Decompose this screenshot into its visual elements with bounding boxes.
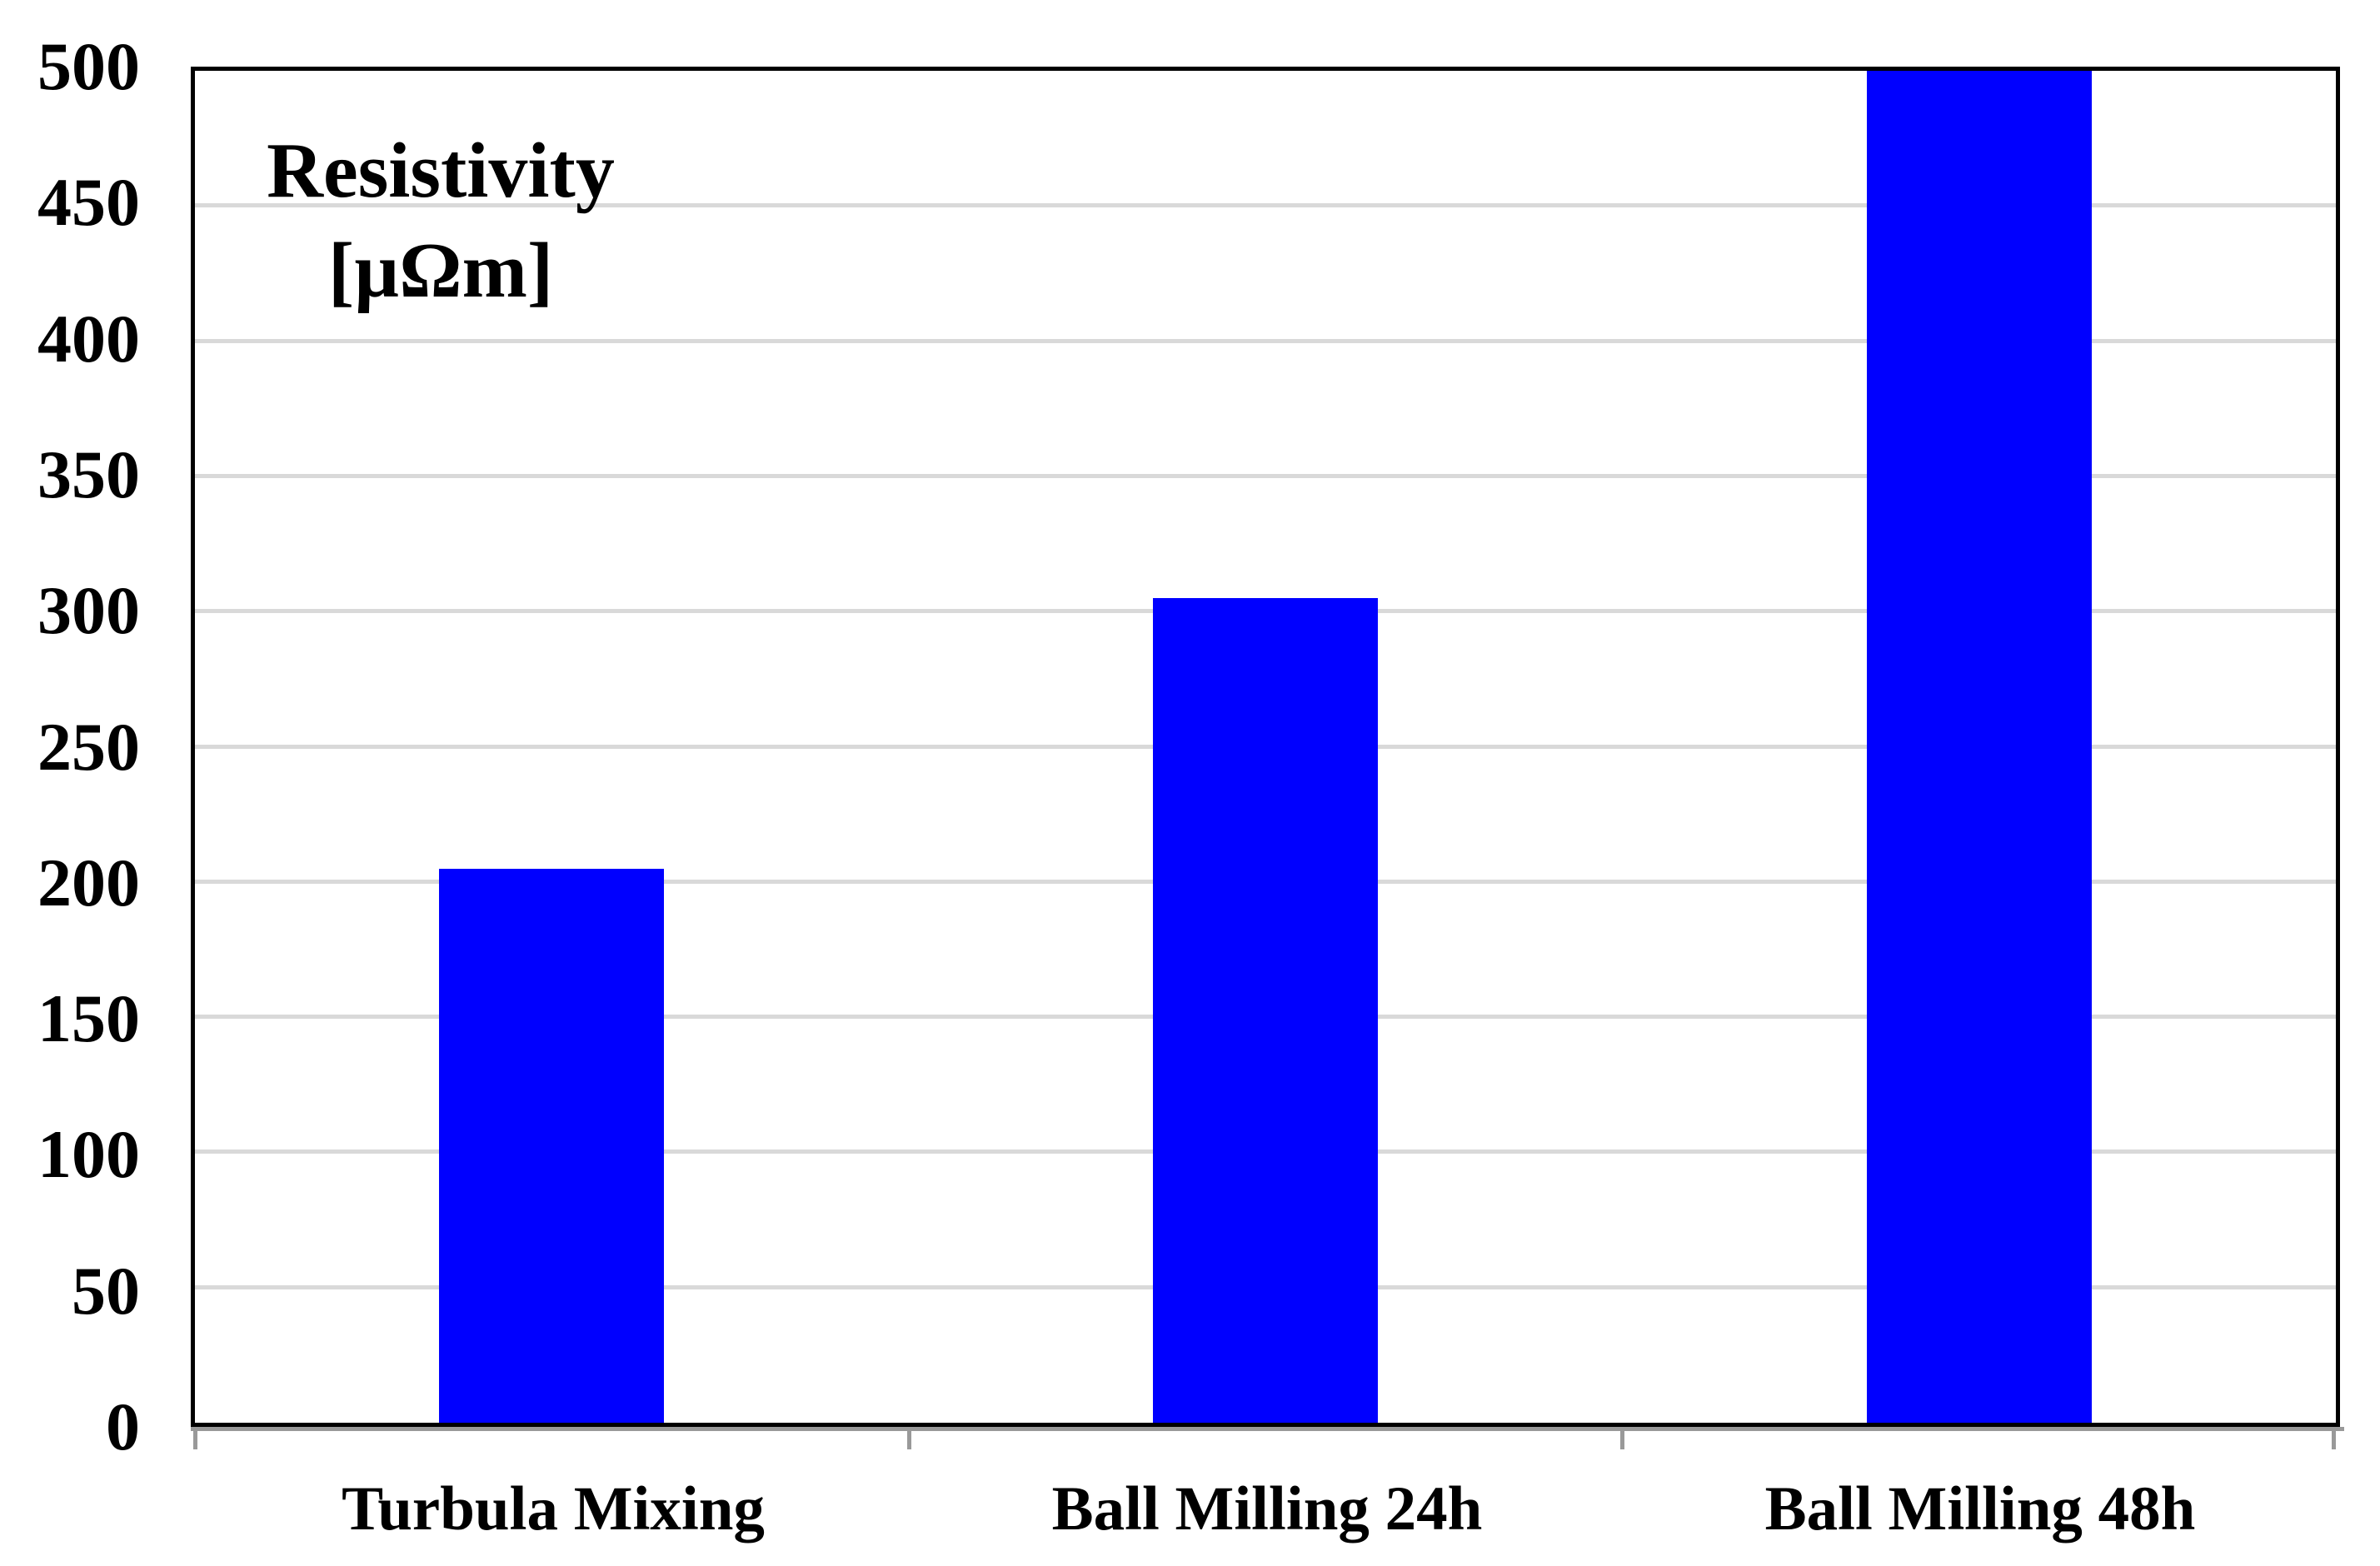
y-tick-label-450: 450 bbox=[37, 164, 140, 240]
y-tick-label-400: 400 bbox=[37, 301, 140, 377]
gridline-400 bbox=[195, 338, 2336, 343]
bar-3 bbox=[1867, 71, 2092, 1423]
x-axis-boundary-tick-2 bbox=[1620, 1429, 1624, 1449]
x-axis-boundary-tick-3 bbox=[2332, 1429, 2336, 1449]
bar-2 bbox=[1153, 598, 1378, 1423]
y-tick-label-250: 250 bbox=[37, 709, 140, 785]
x-category-label-3: Ball Milling 48h bbox=[1764, 1474, 2196, 1544]
chart-title-line2: [µΩm] bbox=[327, 227, 554, 315]
chart-title-line1: Resistivity bbox=[267, 127, 615, 214]
x-axis-boundary-tick-1 bbox=[907, 1429, 911, 1449]
y-tick-label-300: 300 bbox=[37, 572, 140, 648]
plot-area: Resistivity [µΩm] bbox=[191, 67, 2340, 1427]
y-tick-label-350: 350 bbox=[37, 436, 140, 512]
bar-1 bbox=[439, 869, 664, 1423]
gridline-350 bbox=[195, 473, 2336, 478]
gridline-450 bbox=[195, 203, 2336, 208]
y-tick-label-150: 150 bbox=[37, 980, 140, 1056]
y-tick-label-500: 500 bbox=[37, 28, 140, 104]
x-axis-boundary-tick-0 bbox=[193, 1429, 197, 1449]
x-axis-shadow-line bbox=[191, 1427, 2344, 1431]
x-category-label-1: Turbula Mixing bbox=[342, 1474, 765, 1544]
y-tick-label-0: 0 bbox=[106, 1389, 140, 1464]
y-tick-label-50: 50 bbox=[72, 1253, 140, 1329]
y-tick-label-100: 100 bbox=[37, 1116, 140, 1192]
y-tick-label-200: 200 bbox=[37, 845, 140, 920]
chart-title: Resistivity [µΩm] bbox=[245, 121, 636, 322]
x-category-label-2: Ball Milling 24h bbox=[1051, 1474, 1483, 1544]
